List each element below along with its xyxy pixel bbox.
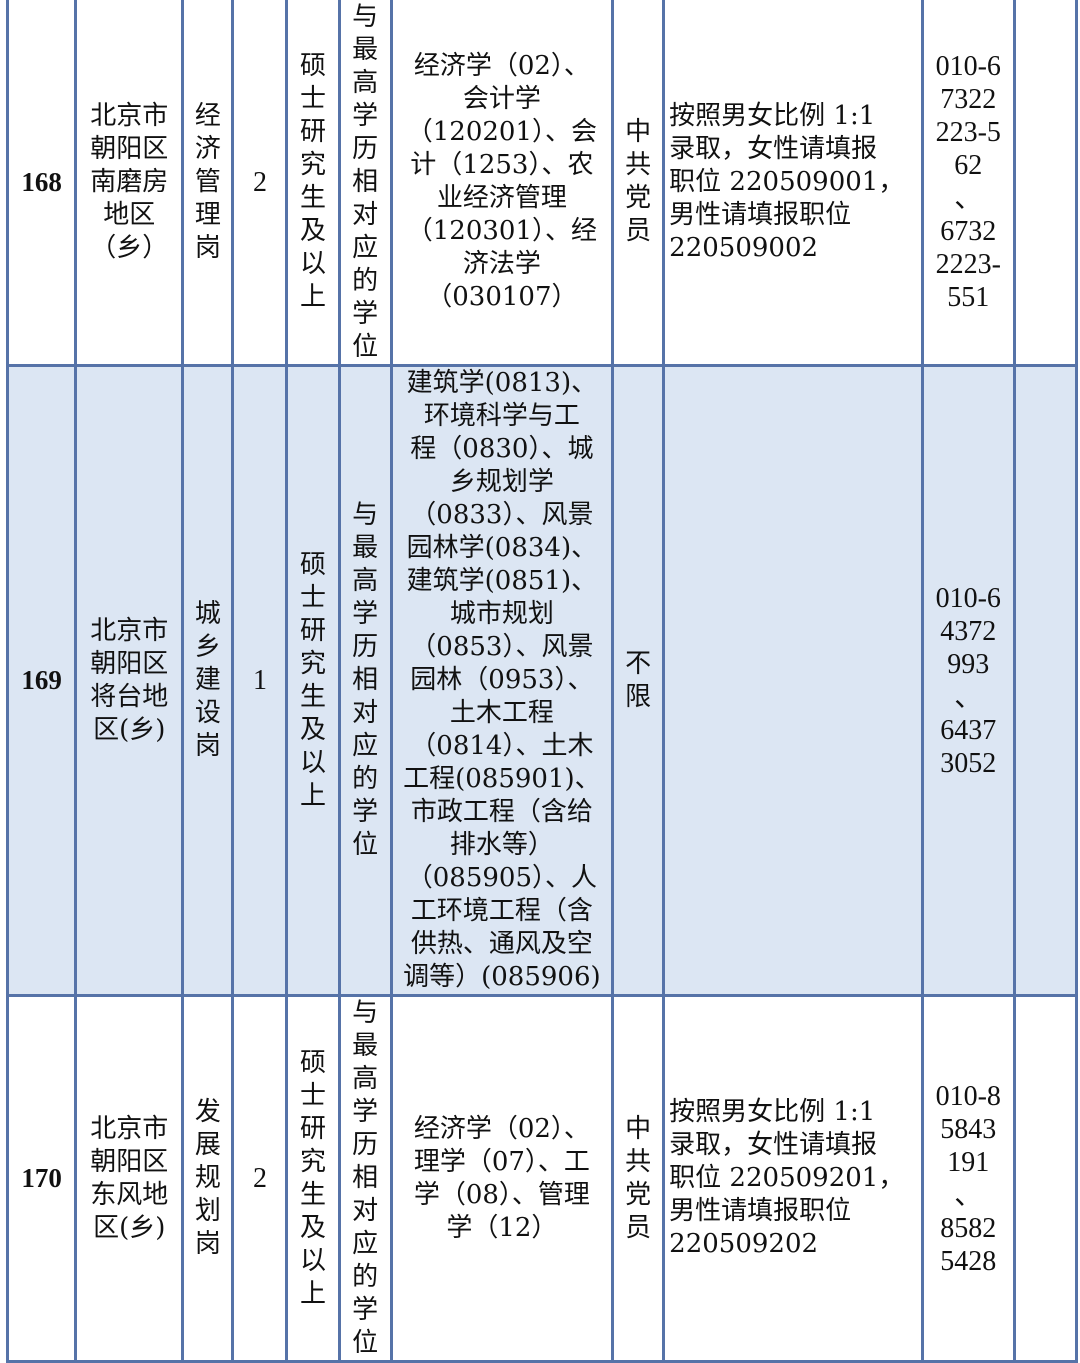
table-row: 170 北京市 朝阳区 东风地 区(乡) 发展规划岗 2 硕士研究生及以上 与最高学历相对…	[5, 994, 1079, 1363]
table-row: 168 北京市 朝阳区 南磨房 地区 （乡） 经济管理岗 2 硕士研究生及以上 与最高学历…	[5, 0, 1079, 367]
political-status-cell: 中共党员	[611, 0, 666, 367]
extra-cell	[1012, 0, 1079, 367]
extra-cell	[1012, 364, 1079, 997]
major-requirement-cell: 经济学（02）、 理学（07）、工 学（08）、管理 学（12）	[389, 994, 615, 1363]
education-requirement-cell: 硕士研究生及以上	[285, 0, 341, 367]
education-requirement-cell: 硕士研究生及以上	[285, 994, 341, 1363]
remarks-cell: 按照男女比例 1:1 录取，女性请填报 职位 220509201， 男性请填报职…	[662, 994, 924, 1363]
degree-requirement-cell: 与最高学历相对应的学位	[337, 0, 393, 367]
contact-phone-cell: 010-6 4372 993 、 6437 3052	[920, 364, 1016, 997]
position-number-cell: 169	[5, 364, 78, 997]
extra-cell	[1012, 994, 1079, 1363]
political-status-cell: 不限	[611, 364, 666, 997]
degree-requirement-cell: 与最高学历相对应的学位	[337, 364, 393, 997]
position-name-cell: 城乡建设岗	[181, 364, 235, 997]
degree-requirement-cell: 与最高学历相对应的学位	[337, 994, 393, 1363]
job-positions-table: 168 北京市 朝阳区 南磨房 地区 （乡） 经济管理岗 2 硕士研究生及以上 与最高学历…	[5, 0, 1079, 1363]
position-number-cell: 170	[5, 994, 78, 1363]
remarks-cell: 按照男女比例 1:1 录取，女性请填报 职位 220509001， 男性请填报职…	[662, 0, 924, 367]
political-status-cell: 中共党员	[611, 994, 666, 1363]
hiring-count-cell: 2	[231, 994, 289, 1363]
hiring-count-cell: 2	[231, 0, 289, 367]
position-name-cell: 发展规划岗	[181, 994, 235, 1363]
table-row: 169 北京市 朝阳区 将台地 区(乡) 城乡建设岗 1 硕士研究生及以上 与最高学历相对…	[5, 364, 1079, 997]
major-requirement-cell: 建筑学(0813)、 环境科学与工 程（0830）、城 乡规划学 （0833）、…	[389, 364, 615, 997]
hiring-count-cell: 1	[231, 364, 289, 997]
remarks-cell	[662, 364, 924, 997]
contact-phone-cell: 010-8 5843 191 、 8582 5428	[920, 994, 1016, 1363]
education-requirement-cell: 硕士研究生及以上	[285, 364, 341, 997]
unit-name-cell: 北京市 朝阳区 东风地 区(乡)	[74, 994, 185, 1363]
unit-name-cell: 北京市 朝阳区 南磨房 地区 （乡）	[74, 0, 185, 367]
position-number-cell: 168	[5, 0, 78, 367]
major-requirement-cell: 经济学（02）、 会计学 （120201）、会 计（1253）、农 业经济管理 …	[389, 0, 615, 367]
contact-phone-cell: 010-6 7322 223-5 62 、 6732 2223- 551	[920, 0, 1016, 367]
position-name-cell: 经济管理岗	[181, 0, 235, 367]
unit-name-cell: 北京市 朝阳区 将台地 区(乡)	[74, 364, 185, 997]
